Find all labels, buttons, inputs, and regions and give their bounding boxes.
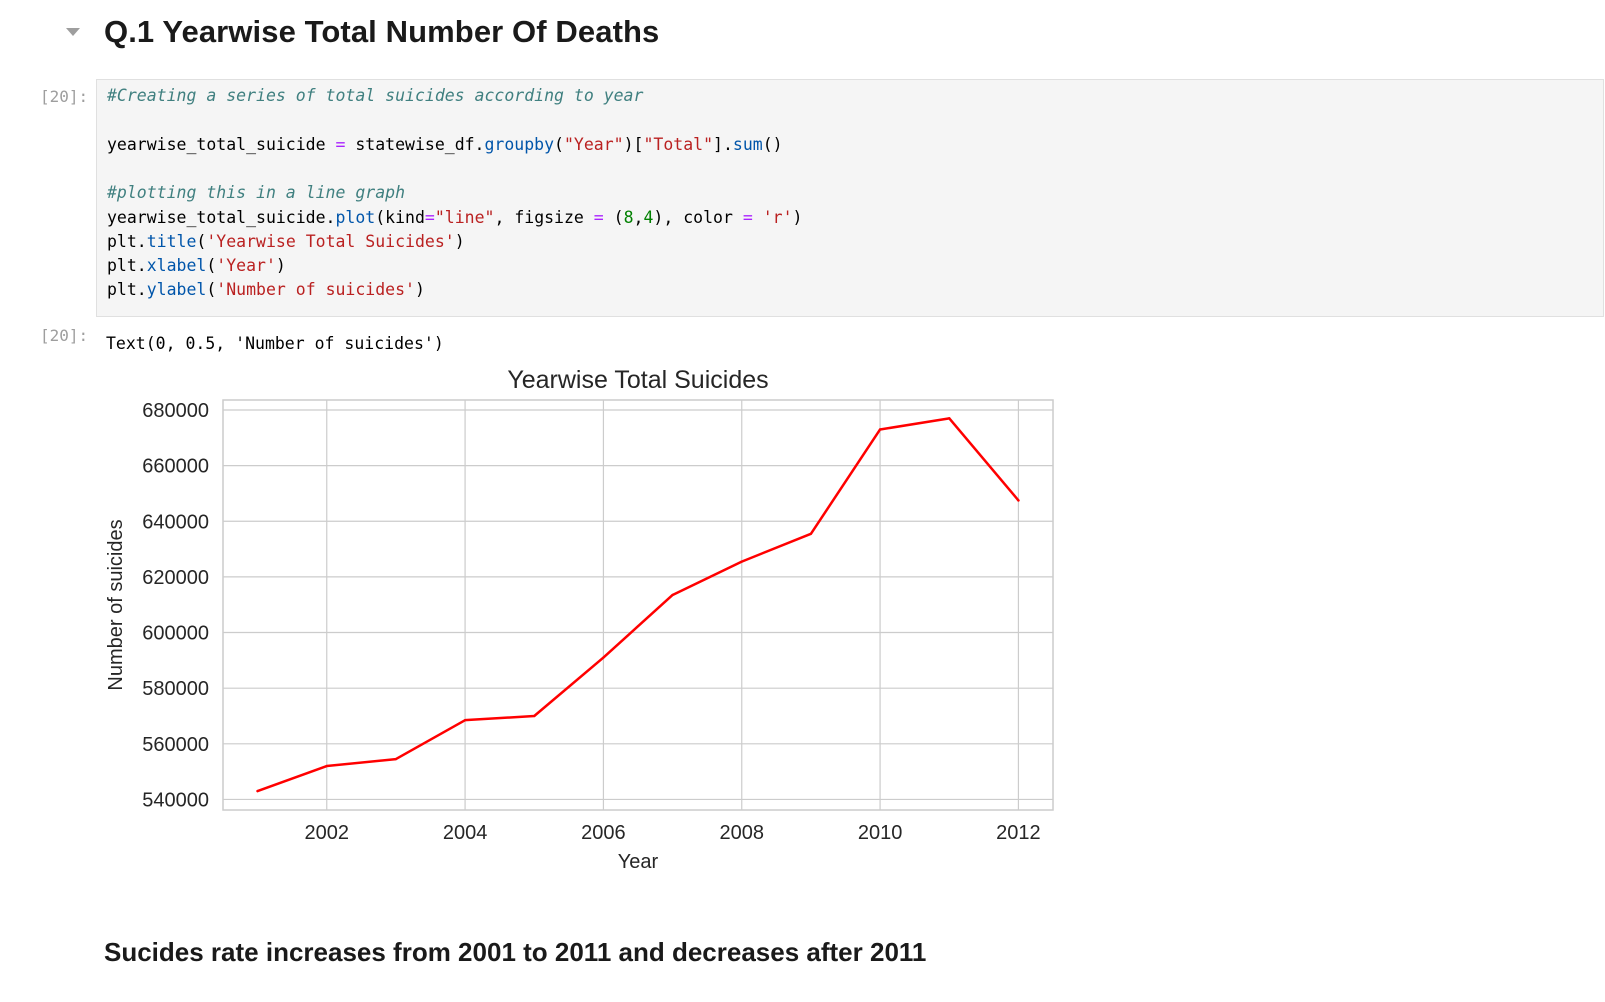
- series-line: [256, 417, 1020, 793]
- code-token: title: [146, 231, 197, 251]
- data-point: [394, 757, 398, 761]
- code-token: plot: [335, 207, 376, 227]
- code-token: "Total": [643, 134, 714, 154]
- x-tick-label: 2002: [305, 822, 350, 844]
- code-token: (: [603, 207, 624, 227]
- chart-title: Yearwise Total Suicides: [507, 368, 768, 394]
- x-tick-label: 2010: [858, 822, 903, 844]
- code-token: 'Yearwise Total Suicides': [206, 231, 455, 251]
- y-tick-label: 560000: [142, 734, 209, 756]
- y-tick-label: 680000: [142, 400, 209, 422]
- y-axis-label: Number of suicides: [105, 519, 127, 690]
- code-token: )[: [623, 134, 644, 154]
- x-tick-label: 2004: [443, 822, 488, 844]
- markdown-conclusion: Sucides rate increases from 2001 to 2011…: [104, 937, 927, 967]
- data-point: [602, 656, 605, 659]
- code-token: plt.: [107, 256, 147, 276]
- data-point: [533, 714, 536, 718]
- code-line: plt.ylabel('Number of suicides'): [107, 278, 425, 302]
- x-tick-label: 2006: [581, 822, 626, 844]
- code-token: sum: [732, 134, 763, 154]
- code-token: 'Year': [216, 256, 276, 276]
- code-token: =: [593, 207, 604, 227]
- code-line: plt.title('Yearwise Total Suicides'): [107, 230, 465, 254]
- code-token: =: [742, 207, 753, 227]
- code-token: "Year": [563, 134, 624, 154]
- code-token: statewise_df.: [345, 134, 485, 154]
- code-token: ), color: [653, 207, 743, 227]
- code-token: (: [196, 231, 207, 251]
- line-chart: 2002 2004 2006 2008 2010 2012 540000 560000 5800…: [105, 368, 1054, 873]
- code-token: [753, 208, 763, 227]
- data-point: [809, 532, 813, 535]
- code-token: #plotting this in a line graph: [107, 183, 406, 203]
- input-prompt: [20]:: [40, 87, 89, 106]
- code-token: yearwise_total_suicide: [107, 134, 336, 154]
- code-token: plt.: [107, 231, 147, 251]
- code-token: =: [424, 207, 435, 227]
- plot-frame: [222, 399, 1054, 811]
- code-token: (): [762, 134, 783, 154]
- y-tick-label: 540000: [142, 789, 209, 811]
- section-heading: Q.1 Yearwise Total Number Of Deaths: [104, 14, 660, 49]
- code-token: (: [554, 134, 564, 154]
- data-point: [948, 417, 951, 420]
- y-tick-label: 600000: [142, 623, 209, 645]
- code-token: ,: [633, 207, 644, 227]
- data-point: [671, 593, 674, 597]
- code-token: (: [206, 256, 217, 276]
- data-point: [256, 789, 259, 793]
- code-token: (kind: [375, 207, 425, 227]
- code-line: yearwise_total_suicide = statewise_df.gr…: [107, 133, 783, 157]
- code-token: "line": [434, 207, 495, 227]
- data-point: [740, 560, 743, 563]
- code-token: ): [454, 231, 465, 251]
- code-token: xlabel: [146, 256, 207, 276]
- code-line: yearwise_total_suicide.plot(kind="line",…: [107, 206, 802, 230]
- plot-area: [223, 400, 1053, 810]
- code-cell[interactable]: #Creating a series of total suicides acc…: [96, 79, 1604, 317]
- x-axis-label: Year: [618, 851, 659, 873]
- code-token: ): [792, 207, 803, 227]
- data-point: [1017, 499, 1020, 502]
- code-token: yearwise_total_suicide.: [107, 207, 336, 227]
- heading-row: Q.1 Yearwise Total Number Of Deaths: [0, 0, 1605, 72]
- code-token: =: [335, 134, 346, 154]
- code-token: , figsize: [494, 207, 594, 227]
- code-token: (: [206, 280, 217, 300]
- code-token: #Creating a series of total suicides acc…: [107, 86, 644, 105]
- y-tick-label: 620000: [142, 567, 209, 589]
- code-token: groupby: [484, 134, 555, 154]
- code-token: ): [414, 280, 425, 300]
- code-token: ylabel: [146, 280, 207, 300]
- code-token: 'Number of suicides': [216, 280, 415, 300]
- code-line: plt.xlabel('Year'): [107, 254, 286, 278]
- y-tick-label: 640000: [142, 511, 209, 533]
- code-token: plt.: [107, 280, 147, 300]
- code-token: 8: [623, 207, 634, 227]
- y-tick-label: 580000: [142, 678, 209, 700]
- code-line: #Creating a series of total suicides acc…: [107, 84, 643, 108]
- collapse-caret-icon[interactable]: [66, 28, 80, 36]
- code-token: 4: [643, 207, 654, 227]
- output-prompt: [20]:: [40, 326, 89, 345]
- code-token: ): [275, 256, 286, 276]
- code-line: #plotting this in a line graph: [107, 181, 405, 205]
- code-token: 'r': [762, 207, 793, 227]
- x-tick-label: 2012: [996, 822, 1041, 844]
- data-point: [463, 718, 467, 722]
- data-point: [878, 428, 882, 431]
- code-token: ].: [713, 134, 733, 154]
- data-point: [325, 764, 328, 768]
- x-tick-label: 2008: [720, 822, 765, 844]
- y-tick-label: 660000: [142, 456, 209, 478]
- output-text: Text(0, 0.5, 'Number of suicides'): [106, 334, 444, 353]
